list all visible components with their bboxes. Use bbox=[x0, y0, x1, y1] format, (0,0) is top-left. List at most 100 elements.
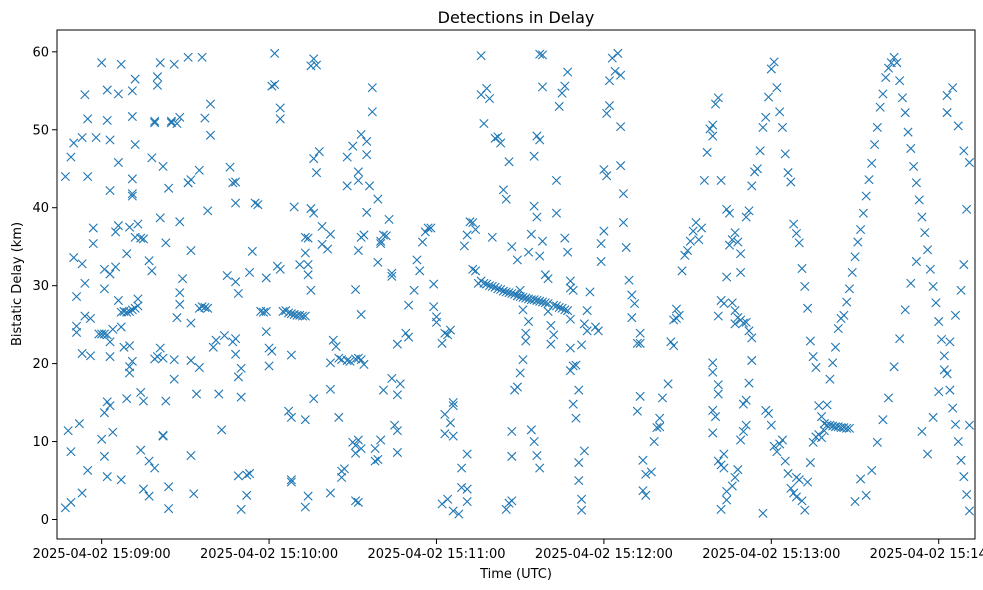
data-point bbox=[730, 472, 740, 483]
data-point bbox=[747, 333, 757, 343]
data-point bbox=[844, 423, 855, 433]
data-point bbox=[270, 79, 280, 90]
data-point bbox=[945, 337, 955, 347]
data-point bbox=[730, 306, 740, 316]
data-point bbox=[166, 116, 176, 126]
data-point bbox=[177, 274, 188, 284]
data-point bbox=[342, 355, 352, 366]
x-tick-label: 2025-04-02 15:14:00 bbox=[870, 547, 983, 562]
data-point bbox=[390, 420, 400, 430]
data-point bbox=[856, 474, 866, 484]
data-point bbox=[205, 130, 216, 140]
data-point bbox=[708, 120, 718, 130]
data-point bbox=[716, 504, 726, 514]
x-axis: 2025-04-02 15:09:00 2025-04-02 15:10:00 20… bbox=[33, 539, 983, 562]
data-point bbox=[895, 76, 905, 86]
data-point bbox=[917, 212, 927, 222]
data-point bbox=[563, 306, 573, 316]
data-point bbox=[164, 482, 174, 492]
data-point bbox=[169, 59, 179, 69]
data-point bbox=[646, 467, 656, 477]
data-point bbox=[136, 233, 146, 243]
data-point bbox=[122, 307, 132, 317]
data-point bbox=[136, 387, 146, 398]
data-point bbox=[574, 385, 584, 395]
data-point bbox=[638, 455, 648, 465]
data-point bbox=[535, 463, 545, 473]
data-point bbox=[186, 451, 196, 461]
data-point bbox=[186, 246, 196, 256]
data-point bbox=[356, 443, 366, 454]
data-point bbox=[532, 451, 542, 461]
data-point bbox=[462, 484, 472, 494]
data-point bbox=[133, 219, 143, 229]
data-point bbox=[99, 408, 110, 418]
data-point bbox=[618, 217, 629, 228]
data-point bbox=[655, 422, 665, 432]
data-point bbox=[161, 238, 171, 248]
data-point bbox=[872, 437, 882, 447]
data-point bbox=[730, 319, 740, 329]
data-point bbox=[200, 113, 210, 123]
data-point bbox=[66, 447, 76, 457]
data-point bbox=[278, 306, 288, 316]
data-point bbox=[948, 83, 958, 93]
data-point bbox=[323, 244, 333, 254]
data-point bbox=[543, 274, 553, 284]
data-point bbox=[457, 482, 467, 493]
data-point bbox=[560, 233, 570, 243]
data-point bbox=[66, 152, 76, 162]
data-point bbox=[521, 293, 531, 303]
data-point bbox=[244, 468, 255, 479]
data-point bbox=[705, 124, 715, 134]
data-point bbox=[936, 334, 947, 345]
data-point bbox=[766, 420, 776, 430]
data-point bbox=[482, 279, 492, 289]
data-point bbox=[518, 355, 528, 365]
data-point bbox=[334, 412, 344, 422]
data-point bbox=[373, 257, 383, 267]
data-point bbox=[719, 299, 729, 309]
data-point bbox=[858, 208, 868, 218]
data-point bbox=[164, 183, 174, 193]
data-point bbox=[158, 161, 168, 171]
data-point bbox=[300, 311, 310, 321]
data-point bbox=[504, 157, 514, 167]
data-point bbox=[97, 58, 107, 68]
data-point bbox=[138, 234, 149, 244]
data-point bbox=[635, 328, 645, 338]
data-point bbox=[353, 167, 363, 177]
data-point bbox=[250, 198, 260, 208]
data-point bbox=[311, 60, 322, 70]
data-point bbox=[317, 221, 327, 232]
data-point bbox=[465, 217, 475, 227]
data-point bbox=[113, 295, 123, 306]
data-point bbox=[244, 267, 255, 278]
data-point bbox=[632, 406, 642, 416]
data-point bbox=[331, 341, 341, 352]
data-point bbox=[376, 238, 386, 249]
data-point bbox=[127, 86, 137, 96]
data-point bbox=[373, 194, 383, 204]
data-point bbox=[549, 330, 559, 340]
data-point bbox=[501, 287, 511, 297]
data-point bbox=[317, 239, 327, 249]
data-point bbox=[356, 129, 366, 140]
data-point bbox=[124, 222, 135, 232]
data-point bbox=[685, 236, 695, 246]
data-point bbox=[230, 177, 241, 187]
data-point bbox=[152, 80, 163, 90]
data-point bbox=[722, 495, 732, 505]
data-point bbox=[911, 178, 921, 188]
data-point bbox=[77, 348, 87, 359]
data-point bbox=[722, 486, 732, 497]
data-point bbox=[909, 161, 919, 171]
data-point bbox=[175, 299, 185, 309]
data-point bbox=[629, 299, 640, 309]
data-point bbox=[102, 115, 112, 126]
data-point bbox=[300, 415, 310, 425]
data-point bbox=[959, 260, 969, 270]
data-point bbox=[325, 229, 336, 239]
data-point bbox=[507, 451, 517, 461]
data-point bbox=[83, 114, 93, 124]
